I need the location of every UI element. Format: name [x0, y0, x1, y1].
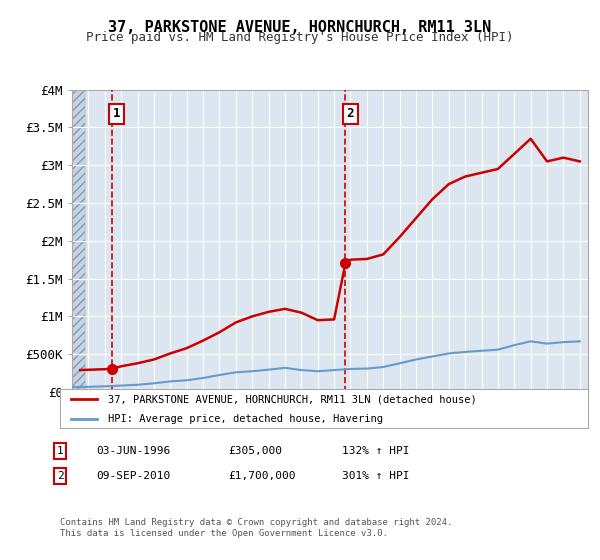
Text: 03-JUN-1996: 03-JUN-1996 [96, 446, 170, 456]
Text: Contains HM Land Registry data © Crown copyright and database right 2024.
This d: Contains HM Land Registry data © Crown c… [60, 518, 452, 538]
Text: 09-SEP-2010: 09-SEP-2010 [96, 471, 170, 481]
Text: 132% ↑ HPI: 132% ↑ HPI [342, 446, 409, 456]
Bar [72, 90, 85, 392]
Text: 2: 2 [56, 471, 64, 481]
Text: £305,000: £305,000 [228, 446, 282, 456]
Text: 1: 1 [113, 108, 121, 120]
Text: 37, PARKSTONE AVENUE, HORNCHURCH, RM11 3LN (detached house): 37, PARKSTONE AVENUE, HORNCHURCH, RM11 3… [107, 394, 476, 404]
Text: HPI: Average price, detached house, Havering: HPI: Average price, detached house, Have… [107, 414, 383, 423]
Text: 1: 1 [56, 446, 64, 456]
Text: 2: 2 [347, 108, 354, 120]
Text: Price paid vs. HM Land Registry's House Price Index (HPI): Price paid vs. HM Land Registry's House … [86, 31, 514, 44]
Text: £1,700,000: £1,700,000 [228, 471, 296, 481]
Text: 301% ↑ HPI: 301% ↑ HPI [342, 471, 409, 481]
Bar [72, 90, 85, 392]
Text: 37, PARKSTONE AVENUE, HORNCHURCH, RM11 3LN: 37, PARKSTONE AVENUE, HORNCHURCH, RM11 3… [109, 20, 491, 35]
